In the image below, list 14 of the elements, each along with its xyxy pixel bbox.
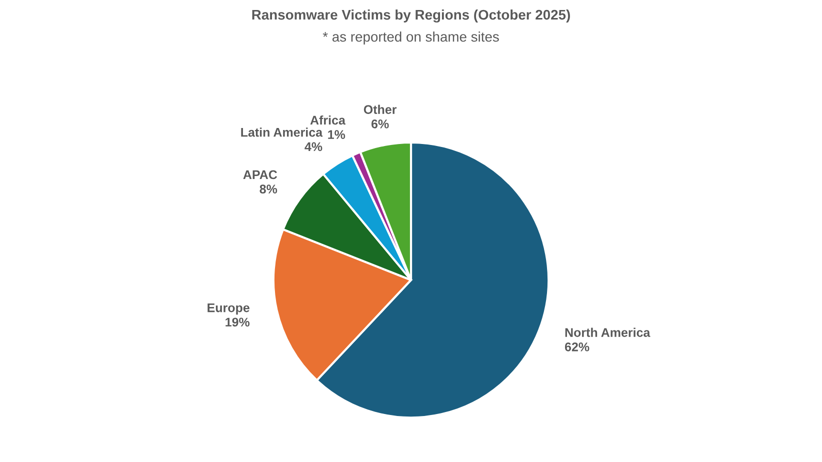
slice-label: APAC [243, 170, 278, 180]
data-label: 6% [371, 119, 389, 128]
data-label: 1% [328, 130, 346, 139]
slice-label: Africa [310, 115, 346, 125]
data-label: 8% [260, 184, 278, 194]
data-label: 62% [564, 342, 590, 352]
slice-label: Latin America [241, 128, 323, 137]
slice-label: North America [565, 328, 650, 337]
slice-label: Other [364, 104, 397, 114]
chart-subtitle: * as reported on shame sites [322, 32, 499, 44]
chart-title: Ransomware Victims by Regions (October 2025) [252, 9, 570, 23]
data-label: 19% [226, 318, 250, 327]
slice-label: Europe [208, 303, 250, 315]
data-label: 4% [304, 142, 322, 152]
